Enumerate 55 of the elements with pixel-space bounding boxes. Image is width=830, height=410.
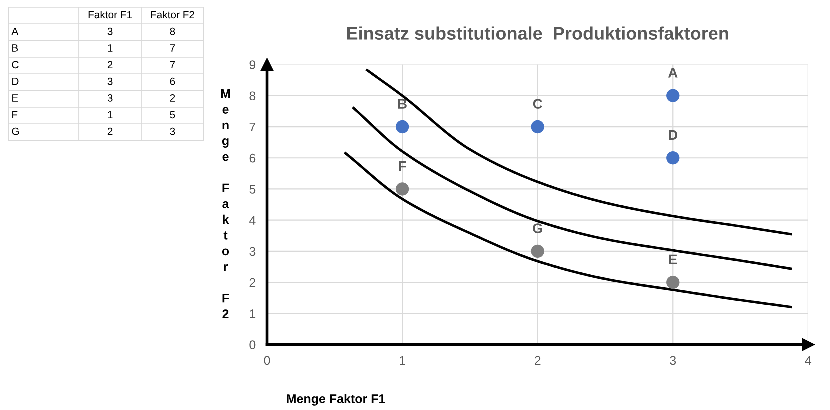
data-label: 3: [170, 128, 176, 136]
x-tick-label: 0: [264, 356, 270, 366]
point: [396, 182, 410, 196]
annotation: A: [668, 68, 678, 78]
y-tick-label: 8: [250, 92, 256, 101]
data-label: 2: [170, 94, 176, 102]
x-tick-label: 4: [805, 356, 812, 365]
y-tick-label: 9: [250, 60, 256, 70]
data-label: 3: [108, 28, 113, 36]
category-label: E: [12, 94, 18, 102]
category-label: G: [12, 128, 20, 136]
annotation: B: [398, 99, 407, 109]
category-label: B: [12, 44, 18, 52]
data-label: 7: [170, 61, 176, 68]
y-tick-label: 0: [250, 340, 256, 350]
category-label: D: [12, 78, 19, 86]
y-tick-label: 5: [250, 185, 256, 194]
annotation: F: [399, 162, 406, 172]
point: [666, 89, 680, 102]
category-label: F: [12, 111, 18, 118]
y-tick-label: 4: [249, 216, 256, 225]
annotation: D: [669, 130, 678, 140]
category-label: C: [12, 61, 19, 69]
data-label: 7: [170, 44, 176, 52]
chart-title: Einsatz substitutionale Produktionsfaktoren: [347, 26, 728, 40]
annotation: C: [533, 99, 542, 109]
data-label: 3: [108, 78, 113, 86]
point: [666, 276, 680, 290]
x-tick-label: 3: [670, 356, 676, 366]
data-label: 1: [108, 44, 113, 52]
data-label: 1: [108, 111, 113, 118]
y-tick-label: 1: [250, 310, 256, 318]
data-label: 8: [170, 28, 176, 36]
x-axis-title: Menge Faktor F1: [287, 394, 386, 406]
series-label: Faktor F1: [88, 10, 132, 19]
x-tick-label: 1: [400, 356, 406, 365]
y-tick-label: 3: [250, 247, 256, 256]
annotation: E: [669, 254, 678, 264]
data-label: 6: [170, 78, 176, 86]
y-tick-label: 6: [250, 154, 256, 163]
point: [531, 120, 544, 134]
y-tick-label: 7: [250, 122, 256, 132]
point: [531, 244, 544, 258]
series-label: Faktor F2: [151, 10, 194, 19]
annotation: G: [533, 224, 542, 234]
y-tick-label: 2: [250, 278, 256, 288]
point: [396, 120, 410, 134]
data-label: 5: [170, 111, 176, 119]
data-label: 2: [108, 128, 113, 136]
text: Menge Faktor F2: [221, 90, 230, 318]
data-label: 2: [108, 61, 113, 68]
point: [666, 152, 680, 165]
category-label: A: [12, 28, 19, 36]
data-label: 3: [108, 94, 113, 102]
x-tick-label: 2: [534, 356, 541, 365]
